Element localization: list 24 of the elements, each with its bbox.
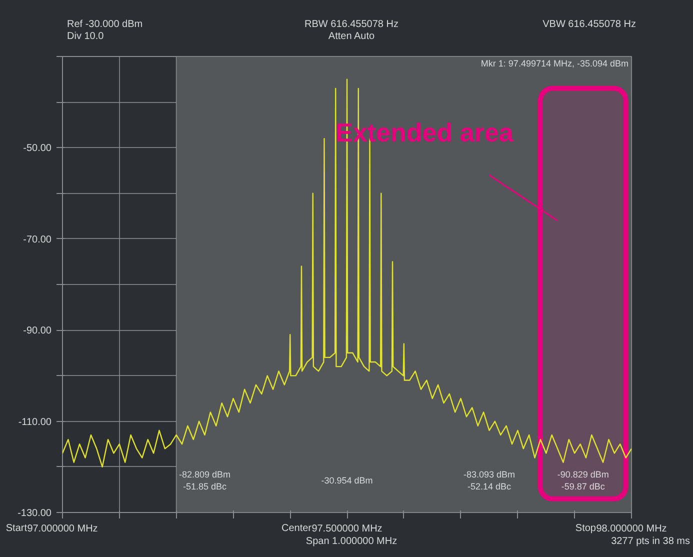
text: VBW 616.455078 Hz	[542, 19, 636, 31]
text: Span 1.000000 MHz	[306, 536, 398, 548]
annotation: Mkr 1: 97.499714 MHz, -35.094 dBm	[480, 58, 629, 68]
annotation: -30.954 dBm	[321, 476, 373, 486]
x-tick-label: 98.000000 MHz	[596, 524, 667, 534]
y-tick-label: -90.00	[23, 326, 52, 337]
text: Center	[281, 523, 312, 535]
y-tick-label: -70.00	[23, 234, 52, 246]
y-tick-label: -110.00	[18, 416, 52, 428]
y-tick-label: -50.00	[23, 143, 52, 154]
text: Ref -30.000 dBm	[67, 19, 143, 31]
annotation: -90.829 dBm -59.87 dBc	[557, 470, 609, 492]
text: Stop	[575, 523, 596, 535]
text: RBW 616.455078 Hz	[304, 19, 398, 31]
text: Atten Auto	[328, 31, 375, 43]
annotation: -83.093 dBm -52.14 dBc	[463, 470, 516, 492]
x-tick-label: 97.000000 MHz	[27, 524, 98, 534]
text: 3277 pts in 38 ms	[611, 536, 690, 548]
y-tick-label: -130.00	[18, 508, 52, 519]
line-series	[62, 78, 632, 468]
text: Start	[6, 523, 27, 535]
text: Div 10.0	[67, 31, 104, 43]
annotation: -82.809 dBm -51.85 dBc	[178, 470, 231, 492]
x-tick-label: 97.500000 MHz	[312, 524, 382, 534]
